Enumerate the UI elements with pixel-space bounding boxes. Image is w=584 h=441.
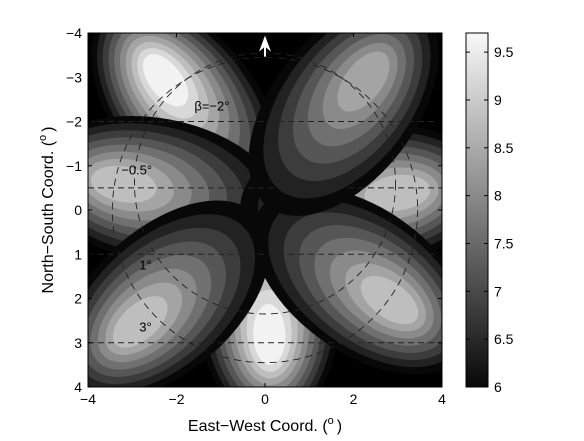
y-tick-label: −1	[66, 158, 82, 174]
lobe-6-band-8	[360, 275, 419, 325]
colorbar-tick-label: 7	[494, 283, 502, 299]
x-axis-ticks: −4 −2 0 2 4	[80, 33, 446, 407]
y-tick-label: −4	[66, 25, 82, 41]
x-tick-label: 0	[261, 391, 269, 407]
lobe-7	[248, 33, 439, 216]
annotation-2: −0.5°	[121, 163, 152, 178]
colorbar-gradient	[465, 32, 489, 388]
y-tick-label: 3	[74, 335, 82, 351]
north-arrow-shape	[259, 35, 271, 52]
y-tick-label: 1	[74, 246, 82, 262]
annotation-1: β=−2°	[194, 98, 229, 113]
y-tick-label: 2	[74, 291, 82, 307]
x-tick-label: 2	[350, 391, 358, 407]
colorbar-tick-label: 9	[494, 92, 502, 108]
annotation-4: 3°	[139, 320, 151, 335]
plot-area	[87, 32, 443, 388]
colorbar-tick-label: 9.5	[494, 44, 514, 60]
colorbar-ticks: 6 6.5 7 7.5 8 8.5 9 9.5	[466, 44, 514, 395]
colorbar-tick-label: 7.5	[494, 235, 514, 251]
y-axis-label: North−South Coord. (o)	[37, 127, 57, 294]
colorbar: 6 6.5 7 7.5 8 8.5 9 9.5	[465, 32, 514, 395]
lobe-3-band-8	[90, 165, 157, 203]
colorbar-tick-label: 8	[494, 188, 502, 204]
north-arrow-icon	[259, 35, 271, 57]
x-tick-label: −4	[80, 391, 96, 407]
x-tick-label: 4	[438, 391, 446, 407]
colorbar-tick-label: 6.5	[494, 331, 514, 347]
x-axis-label: East−West Coord. (o)	[188, 415, 342, 435]
y-tick-label: −3	[66, 69, 82, 85]
lobe-2-band-10	[253, 304, 286, 366]
y-axis-ticks: −4 −3 −2 −1 0 1 2 3 4	[66, 25, 442, 395]
lobe-4-band-8	[364, 174, 431, 212]
colorbar-tick-label: 6	[494, 379, 502, 395]
lobe-5-band-8	[112, 296, 168, 348]
colorbar-tick-label: 8.5	[494, 140, 514, 156]
annotations: β=−2° −0.5° 1° 3°	[121, 98, 229, 334]
annotation-3: 1°	[139, 258, 151, 273]
y-tick-label: 0	[74, 202, 82, 218]
dashed-circle-1	[111, 56, 419, 364]
lobe-6	[252, 186, 442, 375]
x-tick-label: −2	[169, 391, 185, 407]
y-tick-label: −2	[66, 114, 82, 130]
y-tick-label: 4	[74, 379, 82, 395]
lobe-7-band-7	[337, 51, 390, 112]
lobe-1-band-10	[142, 54, 189, 107]
heatmap-layer	[88, 33, 442, 387]
